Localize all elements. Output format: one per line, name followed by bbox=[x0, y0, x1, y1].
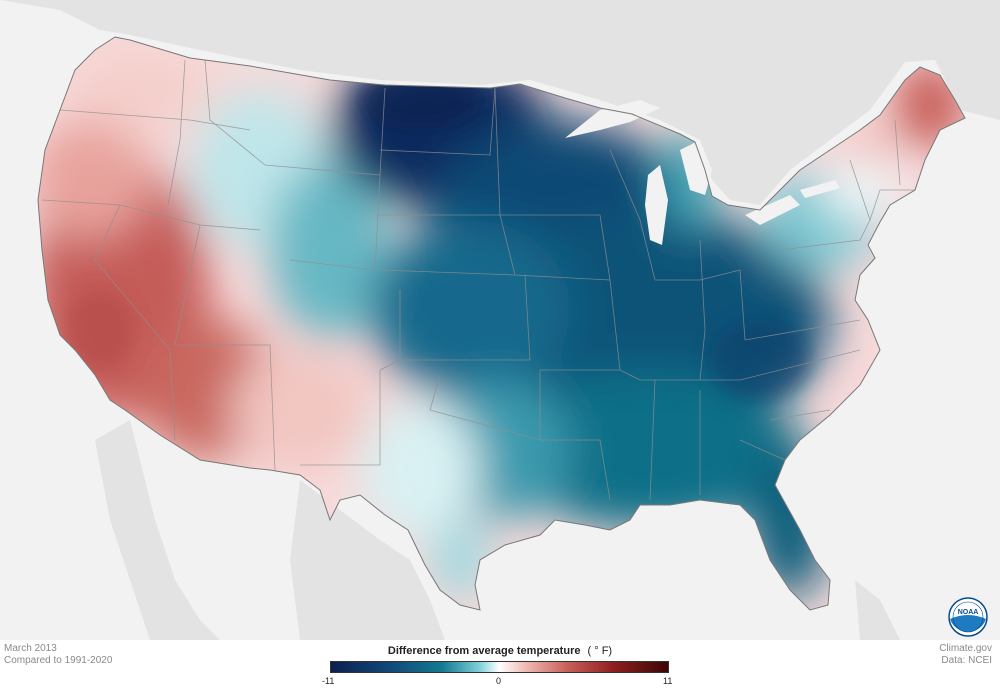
legend-unit: ( ° F) bbox=[587, 645, 613, 657]
map-date: March 2013 bbox=[4, 643, 57, 654]
great-lakes bbox=[565, 100, 840, 245]
site-credit: Climate.gov bbox=[939, 643, 992, 654]
legend-max-label: 11 bbox=[663, 676, 673, 686]
legend-title: Difference from average temperature ( ° … bbox=[330, 645, 670, 657]
noaa-logo: NOAA bbox=[948, 597, 988, 637]
data-source: Data: NCEI bbox=[941, 655, 992, 666]
surrounding-land bbox=[0, 0, 1000, 640]
map-canvas bbox=[0, 0, 1000, 640]
temperature-anomaly-map: NOAA bbox=[0, 0, 1000, 640]
noaa-logo-text: NOAA bbox=[958, 609, 979, 616]
baseline-period: Compared to 1991-2020 bbox=[4, 655, 113, 666]
map-footer: March 2013 Compared to 1991-2020 Differe… bbox=[0, 640, 1000, 690]
state-borders bbox=[41, 59, 915, 501]
legend-min-label: -11 bbox=[322, 676, 335, 686]
us-outline bbox=[37, 36, 966, 611]
legend-title-text: Difference from average temperature bbox=[387, 645, 581, 657]
legend-mid-label: 0 bbox=[496, 676, 502, 686]
legend-color-bar bbox=[330, 661, 669, 673]
